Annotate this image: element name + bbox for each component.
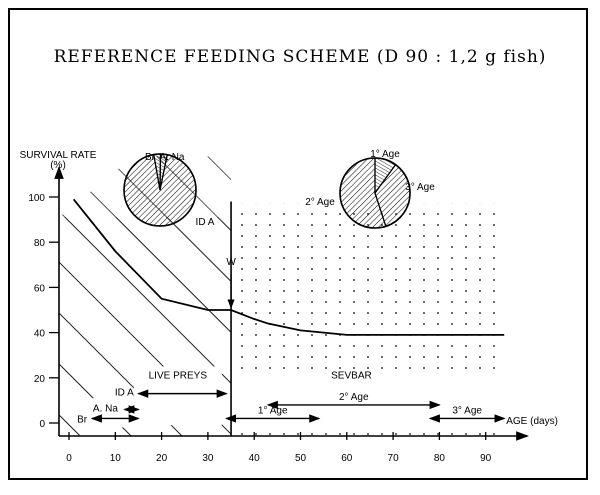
- sevbar-label: SEVBAR: [331, 370, 372, 381]
- range-arrow-label: 1° Age: [258, 405, 288, 416]
- range-arrow-label: 3° Age: [452, 405, 482, 416]
- range-arrow-label: ID A: [115, 388, 134, 399]
- x-tick-label: 60: [341, 453, 353, 464]
- pie-slice-label: 3° Age: [405, 182, 435, 193]
- x-tick-label: 70: [388, 453, 400, 464]
- live-preys-label: LIVE PREYS: [149, 370, 208, 381]
- y-tick-label: 60: [34, 283, 46, 294]
- pie-slice-label: ID A: [196, 217, 215, 228]
- x-tick-label: 40: [249, 453, 261, 464]
- x-tick-label: 80: [434, 453, 446, 464]
- x-tick-label: 0: [66, 453, 72, 464]
- y-axis-unit: (%): [50, 160, 66, 171]
- y-tick-label: 40: [34, 329, 46, 340]
- range-arrow-label: A. Na: [93, 403, 118, 414]
- range-arrow-label: 2° Age: [339, 392, 369, 403]
- figure-frame: [8, 8, 588, 480]
- pie-outline: [123, 153, 197, 227]
- y-tick-label: 80: [34, 238, 46, 249]
- x-tick-label: 50: [295, 453, 307, 464]
- label-bg: [233, 373, 509, 428]
- live-preys-hatch: [59, 156, 232, 436]
- pie-slice-label: 2° Age: [305, 197, 335, 208]
- pie-slice-label: 1° Age: [370, 149, 400, 160]
- y-tick-label: 100: [28, 193, 45, 204]
- x-axis-label: AGE (days): [506, 416, 558, 427]
- y-axis-label: SURVIVAL RATE: [20, 150, 97, 161]
- pie-slice-label: A. Na: [159, 152, 184, 163]
- survival-line: [72, 198, 505, 336]
- x-tick-label: 90: [480, 453, 492, 464]
- pie-outline: [339, 157, 411, 229]
- weaning-label: W: [226, 257, 236, 268]
- chart-title: REFERENCE FEEDING SCHEME (D 90 : 1,2 g f…: [53, 47, 547, 67]
- x-tick-label: 30: [202, 453, 214, 464]
- range-arrow-label: Br: [77, 414, 88, 425]
- y-tick-label: 20: [34, 374, 46, 385]
- pie-slice-label: Br: [145, 152, 156, 163]
- x-tick-label: 20: [156, 453, 168, 464]
- x-tick-label: 10: [110, 453, 122, 464]
- y-tick-label: 0: [39, 419, 45, 430]
